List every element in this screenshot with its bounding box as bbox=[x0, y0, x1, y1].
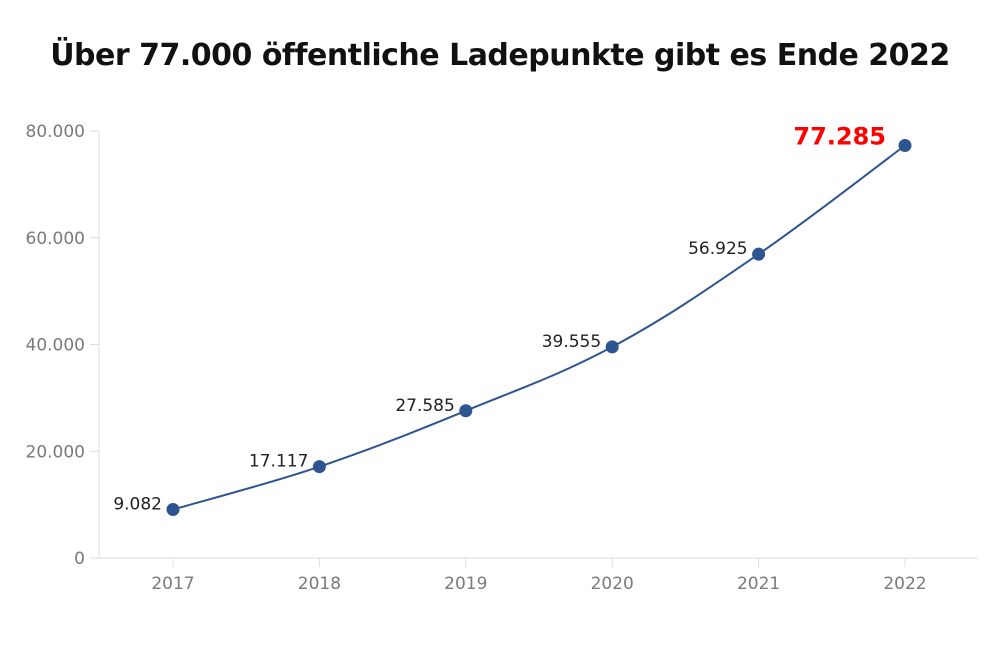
data-point bbox=[752, 247, 766, 261]
data-label: 56.925 bbox=[688, 239, 747, 259]
data-label: 77.285 bbox=[793, 122, 886, 150]
chart-title: Über 77.000 öffentliche Ladepunkte gibt … bbox=[50, 38, 950, 73]
data-label: 27.585 bbox=[395, 396, 454, 416]
data-point bbox=[898, 138, 912, 152]
data-point bbox=[166, 503, 180, 517]
data-label: 17.117 bbox=[249, 452, 308, 472]
x-tick-label: 2021 bbox=[737, 574, 780, 594]
data-point bbox=[459, 404, 473, 418]
x-tick-label: 2018 bbox=[298, 574, 341, 594]
data-point bbox=[605, 340, 619, 354]
y-tick-label: 60.000 bbox=[26, 229, 85, 249]
y-tick-label: 40.000 bbox=[26, 336, 85, 356]
y-tick-label: 80.000 bbox=[26, 122, 85, 142]
series-line bbox=[172, 144, 906, 511]
data-label: 9.082 bbox=[113, 495, 162, 515]
data-point bbox=[312, 460, 326, 474]
data-label: 39.555 bbox=[542, 332, 601, 352]
x-tick-label: 2017 bbox=[151, 574, 194, 594]
x-tick-label: 2020 bbox=[591, 574, 634, 594]
x-tick-label: 2019 bbox=[444, 574, 487, 594]
x-tick-label: 2022 bbox=[883, 574, 926, 594]
y-tick-label: 20.000 bbox=[26, 442, 85, 462]
y-tick-label: 0 bbox=[74, 549, 85, 569]
